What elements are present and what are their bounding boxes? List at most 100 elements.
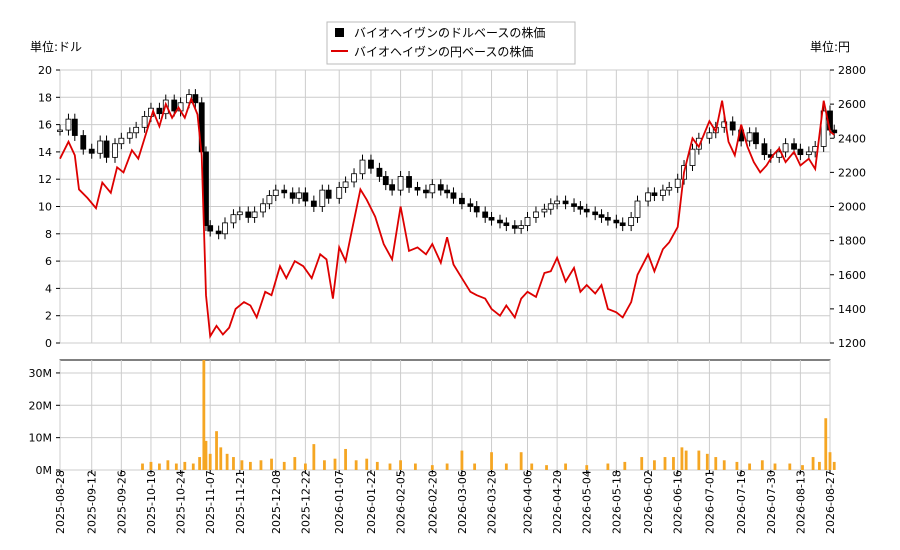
right-axis-tick-label: 2000 [838,201,866,214]
legend-label-usd: バイオヘイヴンのドルベースの株価 [354,25,545,40]
left-axis-tick-label: 0 [45,337,52,350]
volume-bar [174,463,178,470]
date-tick-label: 2026-06-16 [672,470,685,534]
usd-candle [746,132,753,142]
usd-candle [674,178,681,188]
volume-bar [473,463,477,470]
usd-candle [450,192,457,199]
right-axis-tick-label: 1200 [838,337,866,350]
right-axis-tick-label: 2600 [838,98,866,111]
volume-bar [564,463,567,470]
usd-candle [598,214,605,218]
usd-candle [382,176,389,186]
usd-candle [71,118,78,136]
volume-bar [166,460,170,470]
volume-bar [748,463,752,470]
usd-candle [651,192,658,196]
date-tick-label: 2026-03-06 [456,470,469,534]
usd-candle [524,217,531,227]
usd-candle [342,181,349,188]
date-tick-label: 2026-07-30 [765,470,778,534]
usd-candle [645,192,651,202]
volume-bar [653,460,656,470]
volume-bar [828,452,832,470]
volume-bar [149,461,153,470]
usd-candle [592,211,599,216]
usd-candle [296,192,302,199]
volume-bar [312,444,316,470]
usd-candle [336,186,343,199]
volume-bar [183,461,187,470]
volume-bar [640,457,644,470]
usd-candle [791,143,797,150]
usd-candle [289,192,296,199]
usd-candle [88,148,95,154]
volume-bar [490,452,493,470]
volume-bar [722,460,726,470]
volume-bar [219,447,223,470]
usd-candle [659,189,666,196]
volume-bar [232,457,235,470]
volume-bar [303,463,307,470]
legend: バイオヘイヴンのドルベースの株価 バイオヘイヴンの円ベースの株価 [326,21,576,65]
usd-candle [533,211,539,218]
usd-candle [325,189,332,199]
volume-bar [399,460,402,470]
volume-bar [801,465,804,470]
date-tick-label: 2025-09-26 [115,470,128,534]
date-tick-label: 2026-07-01 [703,470,716,534]
usd-candle [112,143,118,158]
usd-candle [319,189,326,207]
volume-bar [504,463,508,470]
volume-bar [248,461,252,470]
legend-marker-usd [335,28,344,37]
right-axis-tick-label: 1800 [838,235,866,248]
date-tick-label: 2025-12-08 [270,470,283,534]
usd-candle [302,192,309,202]
volume-bar [773,463,777,470]
usd-candle [429,184,436,194]
usd-candle [518,225,525,229]
volume-axis-tick-label: 30M [29,367,53,380]
usd-candle [467,203,474,207]
usd-candle [423,189,429,194]
date-tick-label: 2026-04-20 [551,470,564,534]
date-tick-label: 2026-06-02 [642,470,655,534]
left-axis-tick-label: 2 [45,310,52,323]
right-axis-tick-label: 2800 [838,64,866,77]
usd-candle [583,208,590,213]
volume-bar [141,463,144,470]
right-axis-tick-label: 2200 [838,166,866,179]
usd-candle [706,132,713,139]
volume-bar [202,360,206,470]
usd-candle [376,167,383,177]
usd-candle [133,126,140,134]
usd-candle [266,195,273,205]
usd-candle [753,132,759,145]
usd-candle [729,121,736,131]
usd-candle [230,214,237,224]
usd-candle [541,208,548,213]
usd-candle [503,222,510,227]
left-axis-tick-label: 12 [38,173,52,186]
date-tick-label: 2025-08-28 [54,470,67,534]
date-tick-label: 2026-03-20 [486,470,499,534]
volume-bar [760,460,764,470]
left-axis-tick-label: 6 [45,255,52,268]
usd-candle [497,219,503,224]
date-tick-label: 2025-10-10 [145,470,158,534]
legend-label-jpy: バイオヘイヴンの円ベースの株価 [354,44,533,59]
usd-candle [488,217,495,221]
usd-candle [215,230,222,235]
usd-candle [126,132,133,139]
volume-bar [240,460,244,470]
volume-bar [344,448,347,470]
usd-candle [414,186,421,191]
usd-candle [459,197,465,205]
date-tick-label: 2026-01-07 [333,470,346,534]
volume-axis-tick-label: 20M [29,399,53,412]
volume-bar [354,460,358,470]
volume-bar [225,453,229,470]
usd-candle [444,189,451,194]
usd-candle [628,217,635,227]
